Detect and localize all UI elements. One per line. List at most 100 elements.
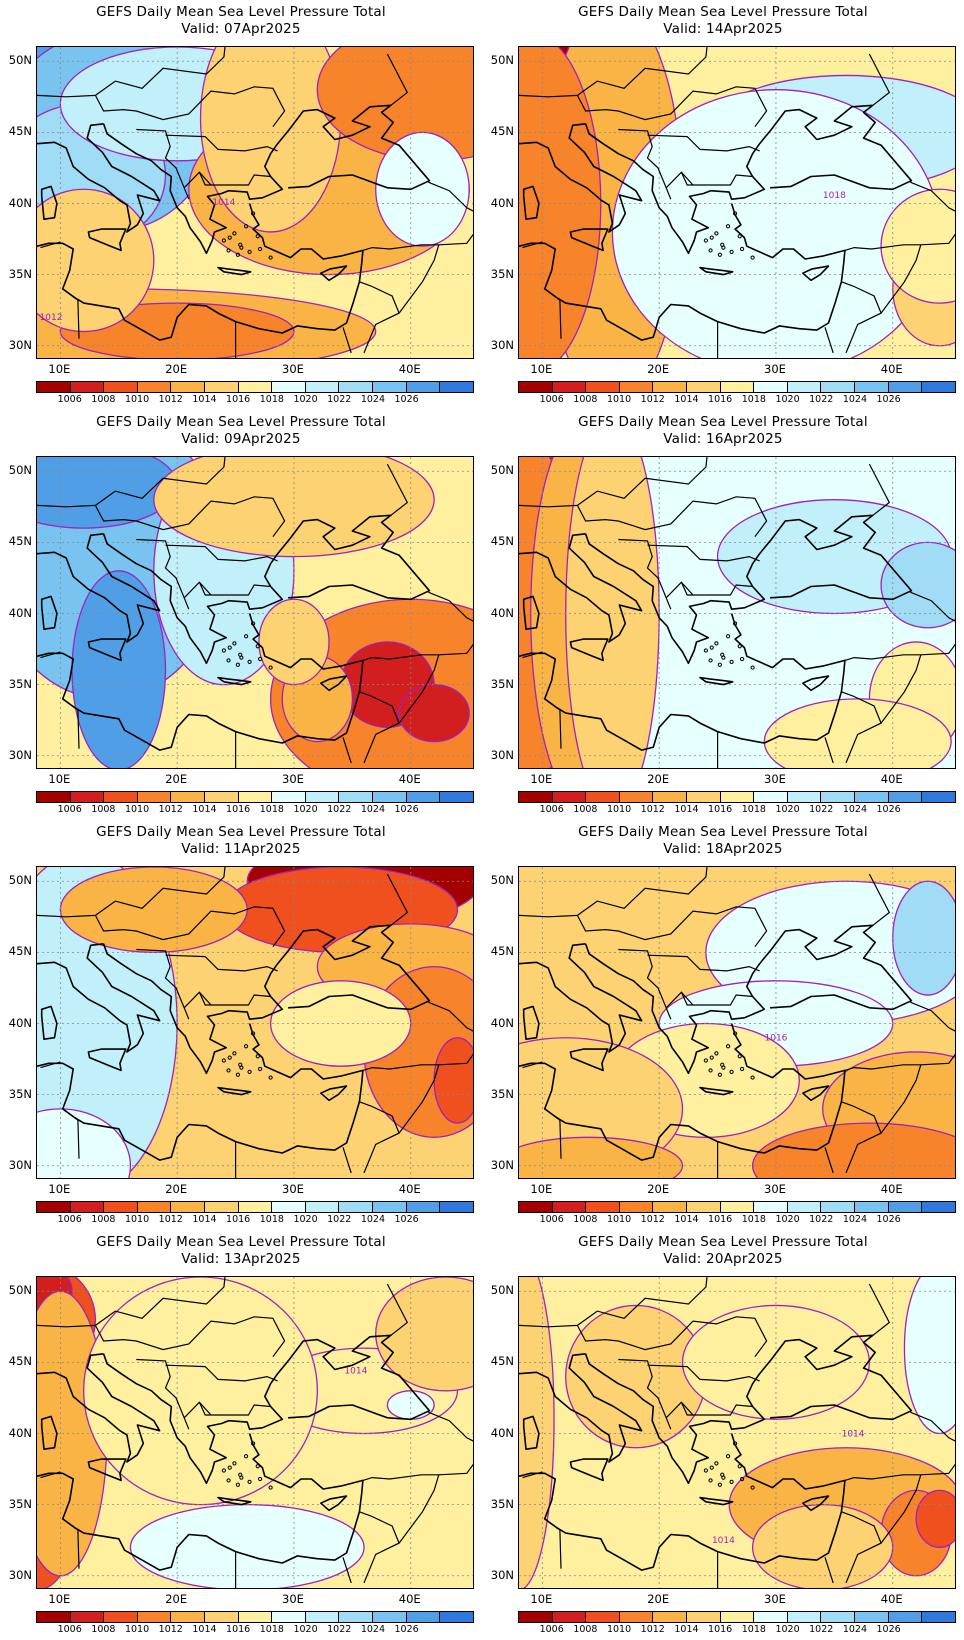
country-border xyxy=(647,1364,760,1382)
country-border xyxy=(40,651,61,659)
country-border xyxy=(165,544,278,562)
island xyxy=(737,1054,742,1059)
colorbar-label: 1018 xyxy=(259,804,284,815)
latitude-label: 40N xyxy=(490,195,514,210)
coastline xyxy=(37,1433,364,1571)
pressure-contour xyxy=(269,980,412,1067)
latitude-label: 50N xyxy=(490,53,514,68)
country-border xyxy=(363,1474,440,1584)
island xyxy=(255,644,260,649)
island xyxy=(729,1069,734,1074)
colorbar-swatch xyxy=(586,1612,620,1622)
coastline xyxy=(87,228,127,252)
colorbar-label: 1020 xyxy=(293,1624,318,1635)
latitude-label: 50N xyxy=(8,53,32,68)
island xyxy=(268,255,273,260)
island xyxy=(709,1055,714,1060)
colorbar-label: 1010 xyxy=(606,1624,632,1635)
colorbar xyxy=(518,381,956,393)
country-border xyxy=(362,1053,473,1071)
country-border xyxy=(618,1358,672,1430)
latitude-label: 30N xyxy=(490,337,514,352)
colorbar-label: 1006 xyxy=(57,1624,82,1635)
pressure-contour xyxy=(153,457,435,558)
colorbar-swatch xyxy=(171,792,206,802)
colorbar-swatch xyxy=(205,1202,239,1212)
island xyxy=(709,1465,714,1470)
panel-valid-date: Valid: 18Apr2025 xyxy=(663,841,783,857)
island xyxy=(714,641,719,646)
country-border xyxy=(165,134,278,152)
country-border xyxy=(198,991,271,1006)
longitude-label: 10E xyxy=(48,1592,71,1606)
country-border xyxy=(40,241,61,249)
country-border xyxy=(363,1064,440,1174)
island xyxy=(226,1478,231,1483)
longitude-label: 20E xyxy=(647,1592,670,1606)
pressure-contour xyxy=(59,867,248,954)
map-panel: GEFS Daily Mean Sea Level Pressure Total… xyxy=(0,820,482,1230)
colorbar-label: 1014 xyxy=(192,804,217,815)
colorbar-label: 1026 xyxy=(394,394,419,405)
latitude-label: 45N xyxy=(490,1354,514,1369)
panel-valid-date: Valid: 20Apr2025 xyxy=(663,1251,783,1267)
colorbar-label: 1010 xyxy=(124,1624,150,1635)
island xyxy=(703,1058,708,1063)
colorbar-swatch xyxy=(552,1612,587,1622)
country-border xyxy=(519,457,708,508)
island xyxy=(714,231,719,236)
colorbar-swatch xyxy=(70,382,105,392)
island xyxy=(703,648,708,653)
island xyxy=(257,1476,263,1482)
colorbar-swatch xyxy=(653,1612,688,1622)
colorbar-swatch xyxy=(205,382,239,392)
contour-label: 1014 xyxy=(842,1429,865,1439)
island xyxy=(739,656,745,662)
island xyxy=(235,1482,240,1487)
colorbar-swatch xyxy=(552,382,587,392)
colorbar-swatch xyxy=(519,1202,553,1212)
colorbar-swatch xyxy=(720,382,755,392)
longitude-label: 40E xyxy=(880,1592,903,1606)
colorbar-swatch xyxy=(137,1612,172,1622)
colorbar-swatch xyxy=(238,1202,273,1212)
longitude-label: 30E xyxy=(282,362,304,376)
country-border xyxy=(428,1411,473,1442)
colorbar-label: 1014 xyxy=(674,394,699,405)
island xyxy=(227,1055,232,1060)
latitude-label: 35N xyxy=(8,676,32,691)
colorbar-label: 1020 xyxy=(775,1624,800,1635)
coastline xyxy=(519,1023,846,1161)
longitude-label: 30E xyxy=(764,1592,786,1606)
country-border xyxy=(910,591,955,622)
country-border xyxy=(359,691,400,724)
colorbar-label: 1008 xyxy=(91,394,116,405)
coastline xyxy=(802,675,830,692)
colorbar-swatch xyxy=(687,792,721,802)
country-border xyxy=(37,1277,226,1328)
colorbar-swatch xyxy=(619,1202,654,1212)
colorbar-label: 1006 xyxy=(539,1624,564,1635)
latitude-label: 35N xyxy=(490,1496,514,1511)
island xyxy=(268,1485,273,1490)
country-border xyxy=(910,1001,955,1032)
colorbar-label: 1006 xyxy=(57,1214,82,1225)
colorbar-swatch xyxy=(855,1612,889,1622)
map-canvas: 1016 xyxy=(519,867,955,1178)
panel-valid-date: Valid: 16Apr2025 xyxy=(663,431,783,447)
island xyxy=(732,1441,738,1446)
island xyxy=(725,224,731,229)
map-panel: GEFS Daily Mean Sea Level Pressure Total… xyxy=(482,0,964,410)
country-border xyxy=(359,281,400,314)
longitude-label: 20E xyxy=(647,772,670,786)
island xyxy=(255,1054,260,1059)
colorbar-swatch xyxy=(888,382,923,392)
country-border xyxy=(647,954,760,972)
country-border xyxy=(62,698,80,749)
map-canvas: 1014 1014 xyxy=(519,1277,955,1588)
island xyxy=(725,1044,731,1049)
country-border xyxy=(342,737,352,764)
longitude-label: 10E xyxy=(530,772,553,786)
colorbar-swatch xyxy=(37,792,71,802)
island xyxy=(717,252,722,257)
